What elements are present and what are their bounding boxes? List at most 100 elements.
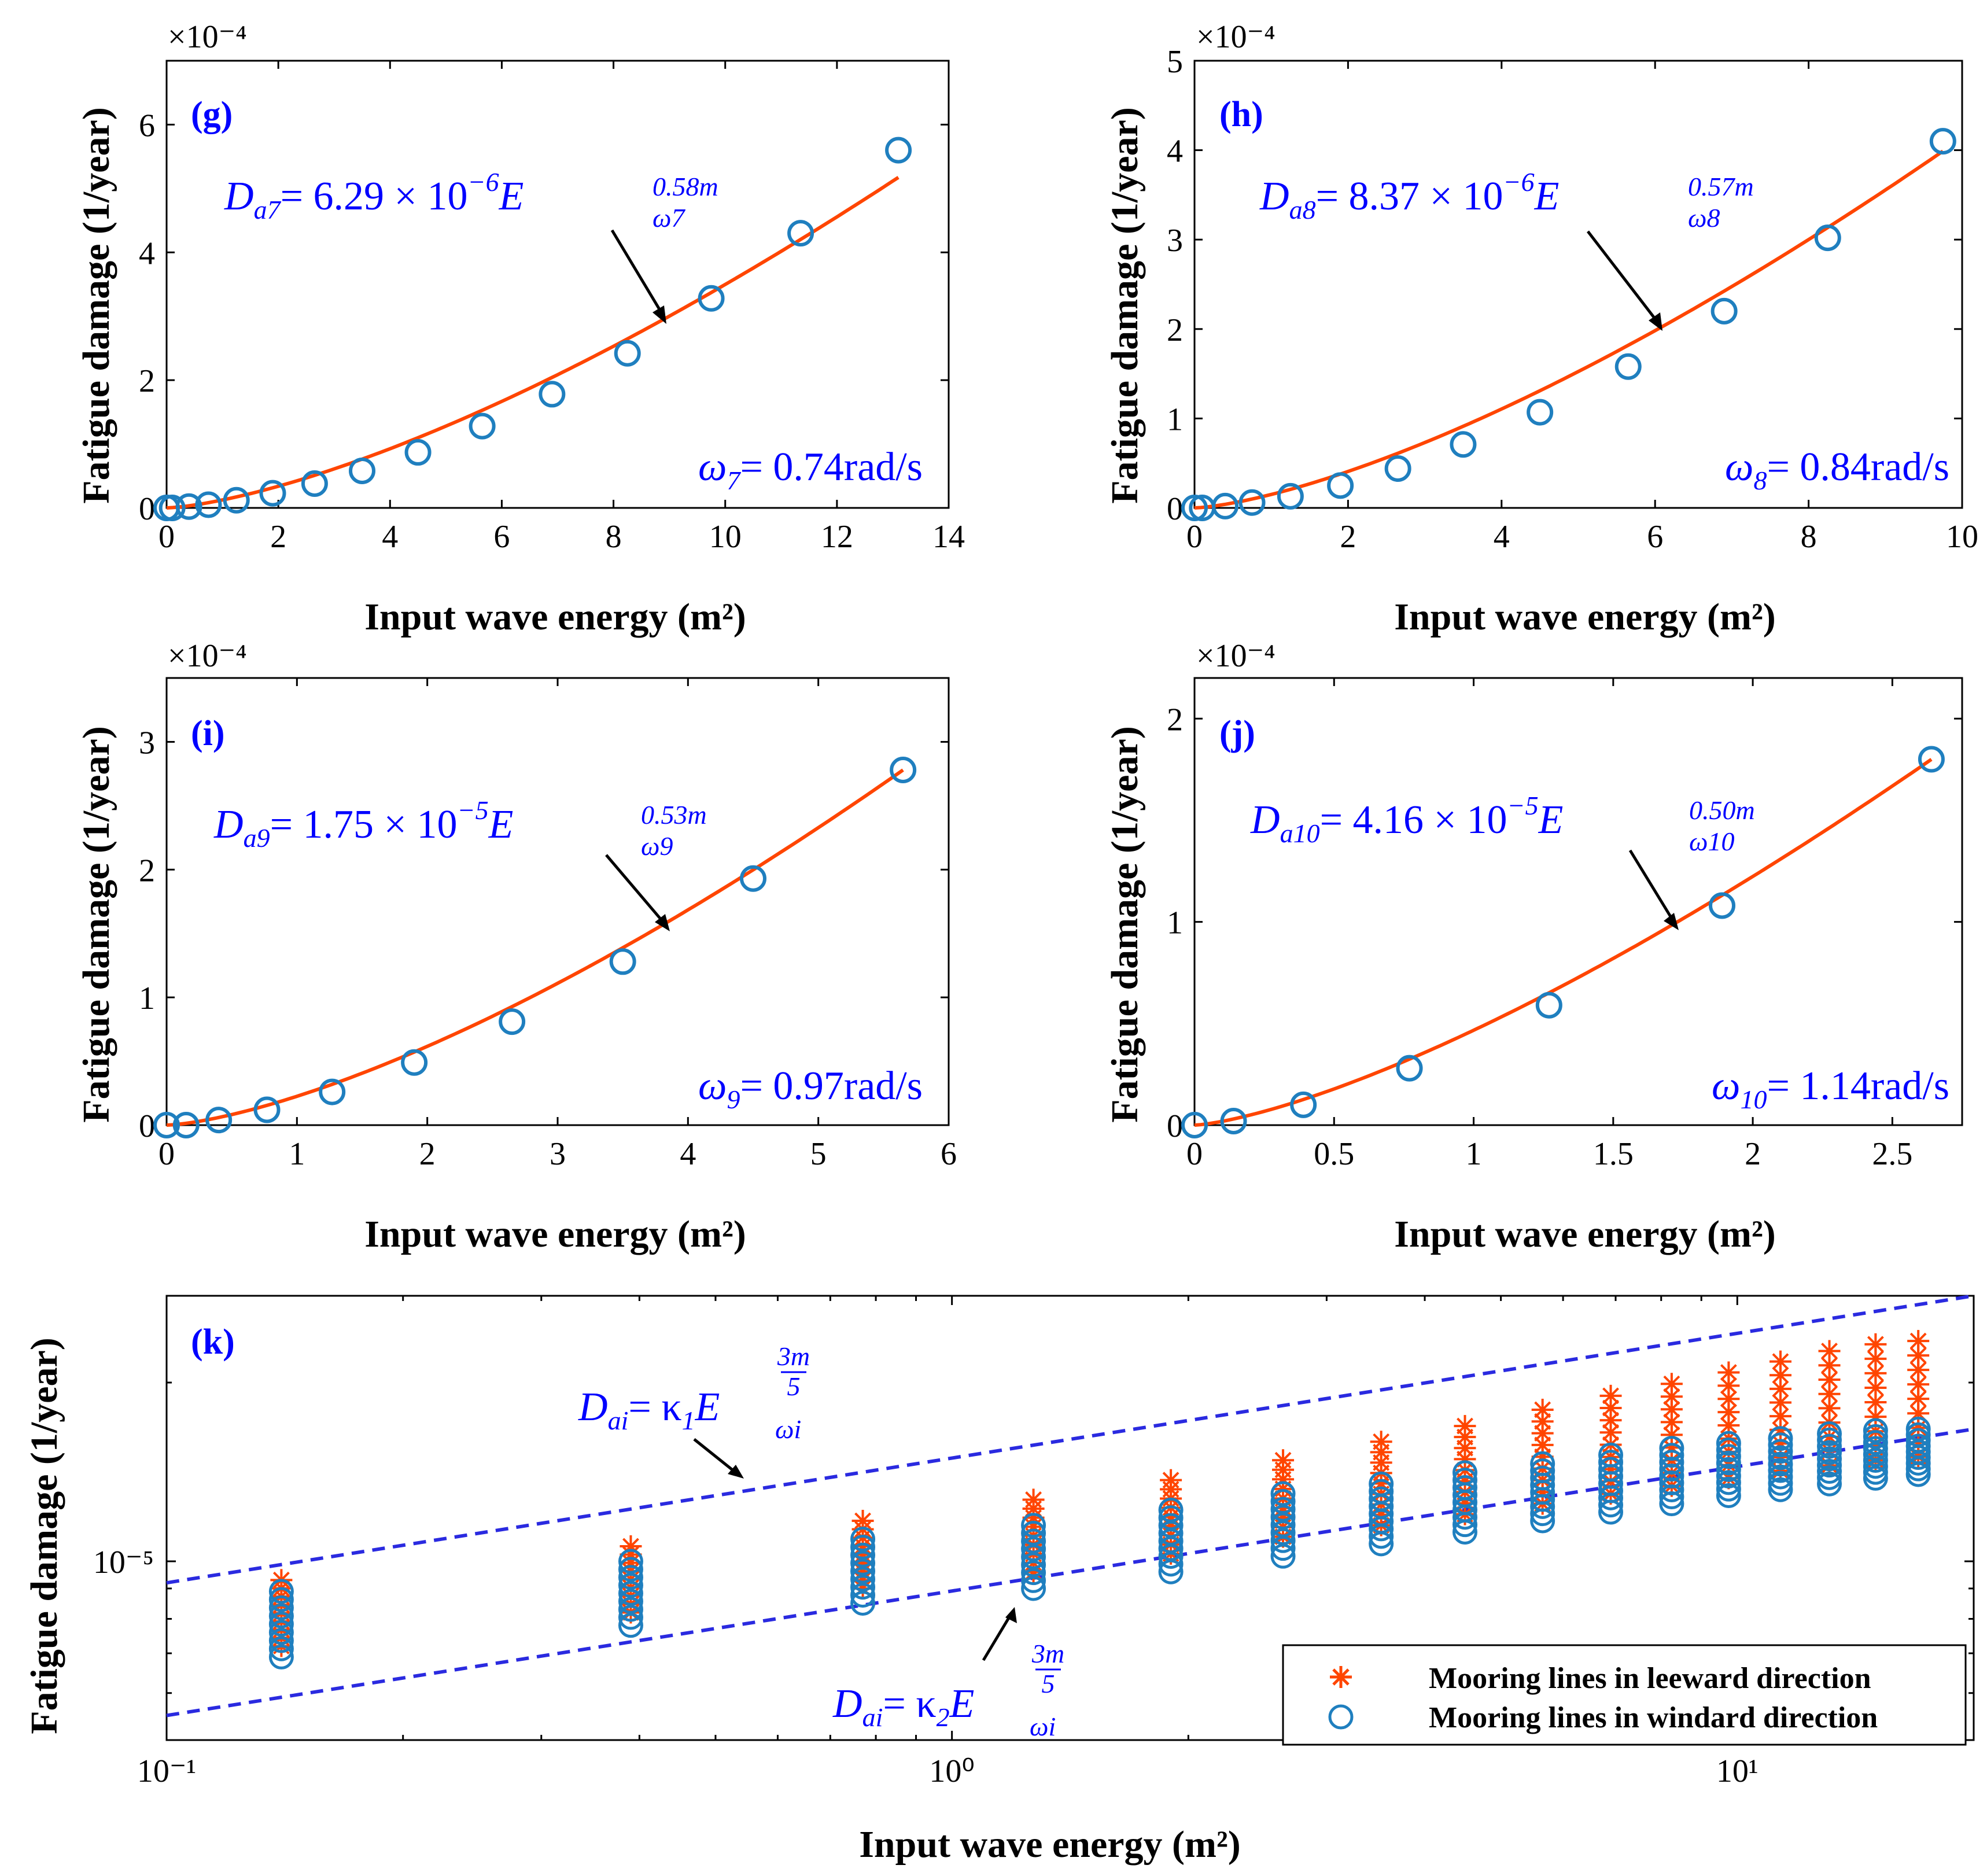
y-tick-label: 0 <box>1167 491 1183 527</box>
data-point <box>401 1049 428 1076</box>
panel-g-ylabel: Fatigue damage (1/year) <box>75 107 117 504</box>
data-point <box>614 340 641 367</box>
leeward-point <box>1272 1449 1295 1472</box>
leeward-point <box>1370 1431 1392 1453</box>
leeward-point-stroke <box>1534 1401 1551 1418</box>
windard-point <box>1369 1479 1394 1504</box>
omega-g-rhs: = 0.74rad/s <box>740 445 923 489</box>
windard-point <box>850 1558 876 1584</box>
data-point <box>1396 1055 1423 1082</box>
windard-point <box>1659 1436 1684 1461</box>
eq-k2-ksub: 2 <box>937 1702 950 1732</box>
panel-g-label: (g) <box>191 95 233 134</box>
eq-k2-supden: 5 <box>1042 1669 1055 1698</box>
data-point <box>172 1112 200 1138</box>
x-tick-label: 10¹ <box>1716 1753 1759 1789</box>
windard-point <box>1452 1468 1477 1493</box>
data-point <box>349 457 375 484</box>
windard-point <box>1716 1444 1741 1469</box>
omega-h-sub: 8 <box>1753 466 1767 495</box>
eq-g-rhs: = 6.29 × 10 <box>281 174 468 219</box>
windard-point <box>1021 1552 1046 1578</box>
panel-h: 0 2 4 6 8 10 0 1 2 3 4 5 (h) ×10⁻⁴ Input wave energ… <box>1104 19 1978 638</box>
leeward-point <box>1818 1383 1841 1405</box>
data-point <box>223 486 250 514</box>
windard-point <box>850 1575 876 1600</box>
leeward-point <box>1454 1415 1476 1438</box>
svg-text:Da10= 4.16 × 10−5E: Da10= 4.16 × 10−5E <box>1250 791 1563 848</box>
panel-j: 0 0.5 1 1.5 2 2.5 0 1 2 (j) ×10⁻⁴ Input wave ene… <box>1104 638 1963 1255</box>
windard-point <box>1158 1497 1184 1523</box>
panel-i-plot: 0 1 2 3 4 5 6 0 1 2 3 <box>139 677 957 1172</box>
panel-g: 0 2 4 6 8 10 12 14 0 2 4 6 (g) ×10⁻⁴ Input wave ene… <box>75 19 965 638</box>
windard-point <box>1817 1471 1842 1497</box>
leeward-point <box>1660 1373 1683 1395</box>
windard-point <box>1768 1426 1793 1451</box>
leeward-point-stroke <box>1720 1417 1737 1434</box>
windard-point <box>1021 1520 1046 1546</box>
y-tick-label: 1 <box>139 981 155 1016</box>
leeward-point <box>1599 1397 1622 1420</box>
axes-box-g <box>165 60 950 509</box>
x-tick-label: 10⁰ <box>929 1753 974 1789</box>
eq-j-e: E <box>1538 798 1564 842</box>
windard-point <box>1716 1483 1741 1508</box>
leeward-point <box>1160 1469 1182 1491</box>
data-point <box>1220 1107 1247 1134</box>
windard-point <box>268 1636 294 1661</box>
leeward-point-stroke <box>1867 1336 1884 1353</box>
leeward-point-stroke <box>854 1512 871 1529</box>
data-point <box>1450 431 1477 458</box>
x-tick-label: 0 <box>1186 519 1203 555</box>
panel-i-equation: Da9= 1.75 × 10−5E 0.53m ω9 <box>213 795 707 861</box>
leeward-point-stroke <box>1867 1365 1884 1382</box>
leeward-point-stroke <box>1602 1424 1619 1441</box>
windard-point <box>1270 1505 1296 1530</box>
windard-point <box>1817 1427 1842 1453</box>
windard-point <box>1270 1543 1296 1569</box>
x-tick-label: 4 <box>680 1136 696 1172</box>
data-point <box>787 220 814 247</box>
x-tick-label: 3 <box>550 1136 566 1172</box>
bound-line-upper <box>166 1294 1974 1585</box>
leeward-point-stroke <box>1821 1385 1838 1403</box>
windard-point <box>1598 1442 1624 1468</box>
y-tick-label: 5 <box>1167 44 1183 80</box>
x-tick-label: 2 <box>1745 1136 1761 1172</box>
eq-j-lhs: D <box>1250 798 1280 842</box>
windard-point <box>268 1587 294 1612</box>
omega-j-rhs: = 1.14rad/s <box>1767 1064 1949 1108</box>
axes-box-h <box>1193 60 1963 509</box>
y-tick-label: 0 <box>139 491 155 527</box>
data-point <box>539 381 566 408</box>
leeward-point-stroke <box>1909 1361 1927 1379</box>
eq-k2-lhs-sub: ai <box>862 1702 883 1732</box>
windard-point <box>1369 1471 1394 1497</box>
windard-point <box>1021 1528 1046 1554</box>
windard-point <box>1716 1437 1741 1462</box>
leeward-point-stroke <box>1663 1375 1680 1392</box>
eq-j-rhs: = 4.16 × 10 <box>1320 798 1507 842</box>
eq-i-lhs-sub: a9 <box>244 823 270 853</box>
axes-box-k <box>165 1295 1975 1741</box>
windard-point <box>1598 1450 1624 1475</box>
windard-point <box>1768 1445 1793 1470</box>
windard-point <box>268 1644 294 1669</box>
data-point <box>1277 482 1304 510</box>
panel-h-multiplier: ×10⁻⁴ <box>1196 19 1275 55</box>
panel-h-omega: ω8= 0.84rad/s <box>1725 445 1949 495</box>
x-tick-label: 2.5 <box>1872 1136 1912 1172</box>
data-point <box>1535 992 1562 1019</box>
eq-g-lhs-sub: a7 <box>254 195 282 224</box>
windard-point <box>1530 1465 1555 1491</box>
leeward-point-stroke <box>1534 1413 1551 1430</box>
windard-point <box>618 1580 643 1606</box>
data-point <box>1384 455 1411 482</box>
leeward-point-stroke <box>1720 1403 1737 1421</box>
windard-point <box>1021 1544 1046 1569</box>
windard-point <box>268 1579 294 1604</box>
data-point <box>698 285 725 312</box>
fit-line <box>1194 758 1933 1127</box>
eq-h-sub: ω8 <box>1688 203 1720 233</box>
data-point <box>195 491 222 518</box>
